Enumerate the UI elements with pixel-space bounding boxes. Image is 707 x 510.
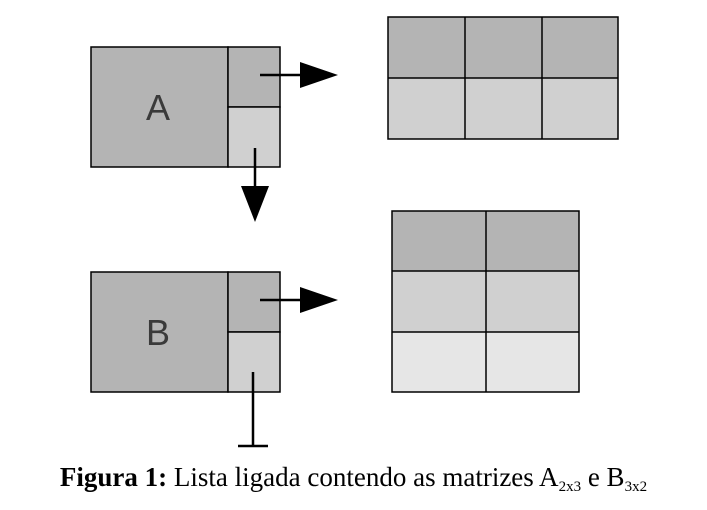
node-a: A <box>90 46 281 168</box>
caption-text: Lista ligada contendo as matrizes A <box>167 462 559 492</box>
figure-caption: Figura 1: Lista ligada contendo as matri… <box>0 462 707 496</box>
matrix-a <box>387 16 619 140</box>
node-a-label: A <box>146 87 170 128</box>
matrix-a-row-2 <box>388 78 618 139</box>
null-terminator <box>238 372 268 448</box>
node-b-matrix-arrow <box>260 287 338 313</box>
caption-sub-b: 3x2 <box>624 479 648 495</box>
node-b: B <box>90 271 281 393</box>
caption-prefix: Figura 1: <box>59 462 168 492</box>
linked-list-diagram: A B <box>90 16 619 448</box>
node-a-data-field <box>90 46 229 168</box>
matrix-b <box>391 210 580 393</box>
node-b-label: B <box>146 312 170 353</box>
node-a-matrix-arrow <box>260 62 338 88</box>
caption-sub-a: 2x3 <box>558 479 582 495</box>
matrix-a-row-1 <box>388 17 618 78</box>
node-b-matrix-pointer-cell <box>227 271 281 333</box>
node-b-data-field <box>90 271 229 393</box>
node-a-next-arrow <box>241 148 269 222</box>
caption-mid: e B <box>581 462 625 492</box>
node-a-matrix-pointer-cell <box>227 46 281 108</box>
